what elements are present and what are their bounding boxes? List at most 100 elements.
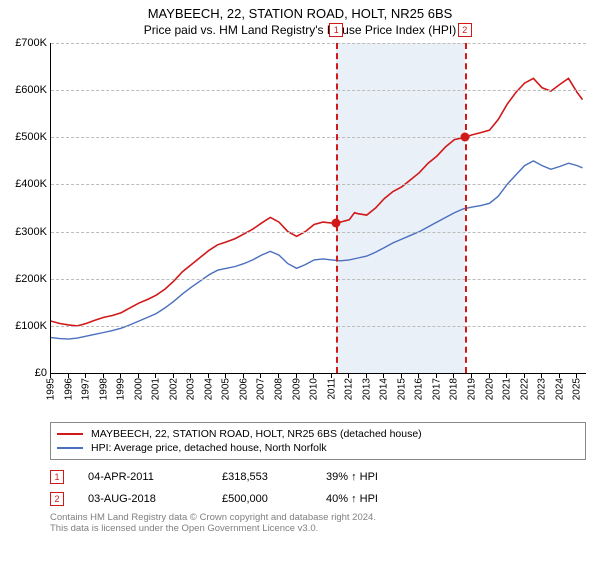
x-axis-tick-label: 2014 (379, 378, 390, 400)
table-row: 2 03-AUG-2018 £500,000 40% ↑ HPI (50, 488, 586, 510)
x-axis-tick-label: 2003 (186, 378, 197, 400)
x-axis-tick: 2009 (296, 374, 297, 378)
x-axis-tick-label: 1999 (116, 378, 127, 400)
x-axis-tick: 2016 (418, 374, 419, 378)
x-axis-tick-label: 2009 (291, 378, 302, 400)
x-axis-tick-label: 2006 (238, 378, 249, 400)
x-axis-tick-label: 2011 (326, 378, 337, 400)
x-axis-tick: 1997 (85, 374, 86, 378)
x-axis-tick-label: 2010 (309, 378, 320, 400)
transaction-top-marker: 1 (329, 23, 343, 37)
transaction-dot (460, 133, 469, 142)
x-axis-tick-label: 2017 (431, 378, 442, 400)
y-gridline (51, 137, 586, 138)
x-axis-tick-label: 2005 (221, 378, 232, 400)
x-axis-tick: 2001 (155, 374, 156, 378)
x-axis-tick: 2012 (348, 374, 349, 378)
y-gridline (51, 184, 586, 185)
chart-lines-svg (51, 43, 586, 373)
title-line-1: MAYBEECH, 22, STATION ROAD, HOLT, NR25 6… (6, 6, 594, 21)
y-axis-label: £500K (7, 131, 47, 143)
x-axis-tick: 2003 (190, 374, 191, 378)
x-axis-ticks: 1995 1996 1997 1998 1999 2000 2001 2002 2003 2004… (50, 374, 586, 420)
x-axis-tick: 2006 (243, 374, 244, 378)
x-axis-tick-label: 1996 (63, 378, 74, 400)
tx-price-2: £500,000 (222, 493, 302, 505)
transaction-vline (336, 43, 338, 373)
x-axis-tick: 2007 (260, 374, 261, 378)
series-line-hpi (51, 161, 583, 339)
x-axis-tick-label: 2013 (361, 378, 372, 400)
x-axis-tick: 2013 (366, 374, 367, 378)
legend-swatch-hpi (57, 447, 83, 449)
x-axis-tick: 2024 (559, 374, 560, 378)
marker-badge-1: 1 (50, 470, 64, 484)
x-axis-tick-label: 2002 (168, 378, 179, 400)
x-axis-tick: 2017 (436, 374, 437, 378)
x-axis-tick-label: 2020 (484, 378, 495, 400)
y-gridline (51, 279, 586, 280)
x-axis-tick-label: 2018 (449, 378, 460, 400)
x-axis-tick-label: 2004 (203, 378, 214, 400)
legend-label-hpi: HPI: Average price, detached house, Nort… (91, 442, 327, 454)
x-axis-tick-label: 1997 (81, 378, 92, 400)
table-row: 1 04-APR-2011 £318,553 39% ↑ HPI (50, 466, 586, 488)
x-axis-tick: 2018 (453, 374, 454, 378)
x-axis-tick-label: 2023 (537, 378, 548, 400)
x-axis-tick: 1999 (120, 374, 121, 378)
x-axis-tick: 1998 (103, 374, 104, 378)
footer-line-2: This data is licensed under the Open Gov… (50, 523, 586, 534)
y-axis-label: £0 (7, 367, 47, 379)
series-line-property (51, 78, 583, 326)
title-line-2: Price paid vs. HM Land Registry's House … (6, 23, 594, 37)
y-axis-label: £100K (7, 320, 47, 332)
x-axis-tick: 2025 (576, 374, 577, 378)
x-axis-tick: 2010 (313, 374, 314, 378)
y-gridline (51, 232, 586, 233)
legend-swatch-property (57, 433, 83, 435)
y-axis-label: £300K (7, 226, 47, 238)
x-axis-tick: 2005 (225, 374, 226, 378)
x-axis-tick: 2011 (331, 374, 332, 378)
x-axis-tick: 2021 (506, 374, 507, 378)
x-axis-tick: 2022 (524, 374, 525, 378)
x-axis-tick-label: 2015 (396, 378, 407, 400)
y-axis-label: £200K (7, 273, 47, 285)
y-axis-label: £600K (7, 84, 47, 96)
tx-date-1: 04-APR-2011 (88, 471, 198, 483)
transaction-dot (332, 218, 341, 227)
x-axis-tick: 2023 (541, 374, 542, 378)
x-axis-tick-label: 1998 (98, 378, 109, 400)
x-axis-tick: 2019 (471, 374, 472, 378)
x-axis-tick: 2008 (278, 374, 279, 378)
x-axis-tick-label: 2024 (554, 378, 565, 400)
legend-row-hpi: HPI: Average price, detached house, Nort… (57, 441, 579, 455)
tx-pct-1: 39% ↑ HPI (326, 471, 416, 483)
x-axis-tick: 2020 (489, 374, 490, 378)
marker-badge-2: 2 (50, 492, 64, 506)
tx-date-2: 03-AUG-2018 (88, 493, 198, 505)
x-axis-tick-label: 2008 (274, 378, 285, 400)
transaction-table: 1 04-APR-2011 £318,553 39% ↑ HPI 2 03-AU… (50, 466, 586, 510)
x-axis-tick-label: 1995 (46, 378, 57, 400)
x-axis-tick: 2002 (173, 374, 174, 378)
y-axis-label: £400K (7, 178, 47, 190)
x-axis-tick-label: 2019 (466, 378, 477, 400)
x-axis-tick: 2000 (138, 374, 139, 378)
x-axis-tick: 1996 (68, 374, 69, 378)
tx-price-1: £318,553 (222, 471, 302, 483)
legend-box: MAYBEECH, 22, STATION ROAD, HOLT, NR25 6… (50, 422, 586, 460)
y-gridline (51, 326, 586, 327)
tx-pct-2: 40% ↑ HPI (326, 493, 416, 505)
x-axis-tick-label: 2021 (502, 378, 513, 400)
x-axis-tick-label: 2025 (572, 378, 583, 400)
x-axis-tick-label: 2016 (414, 378, 425, 400)
chart-plot-area: £0£100K£200K£300K£400K£500K£600K£700K12 (50, 43, 586, 374)
x-axis-tick: 1995 (50, 374, 51, 378)
x-axis-tick-label: 2007 (256, 378, 267, 400)
transaction-top-marker: 2 (458, 23, 472, 37)
x-axis-tick-label: 2001 (151, 378, 162, 400)
transaction-vline (465, 43, 467, 373)
footer-line-1: Contains HM Land Registry data © Crown c… (50, 512, 586, 523)
y-axis-label: £700K (7, 37, 47, 49)
